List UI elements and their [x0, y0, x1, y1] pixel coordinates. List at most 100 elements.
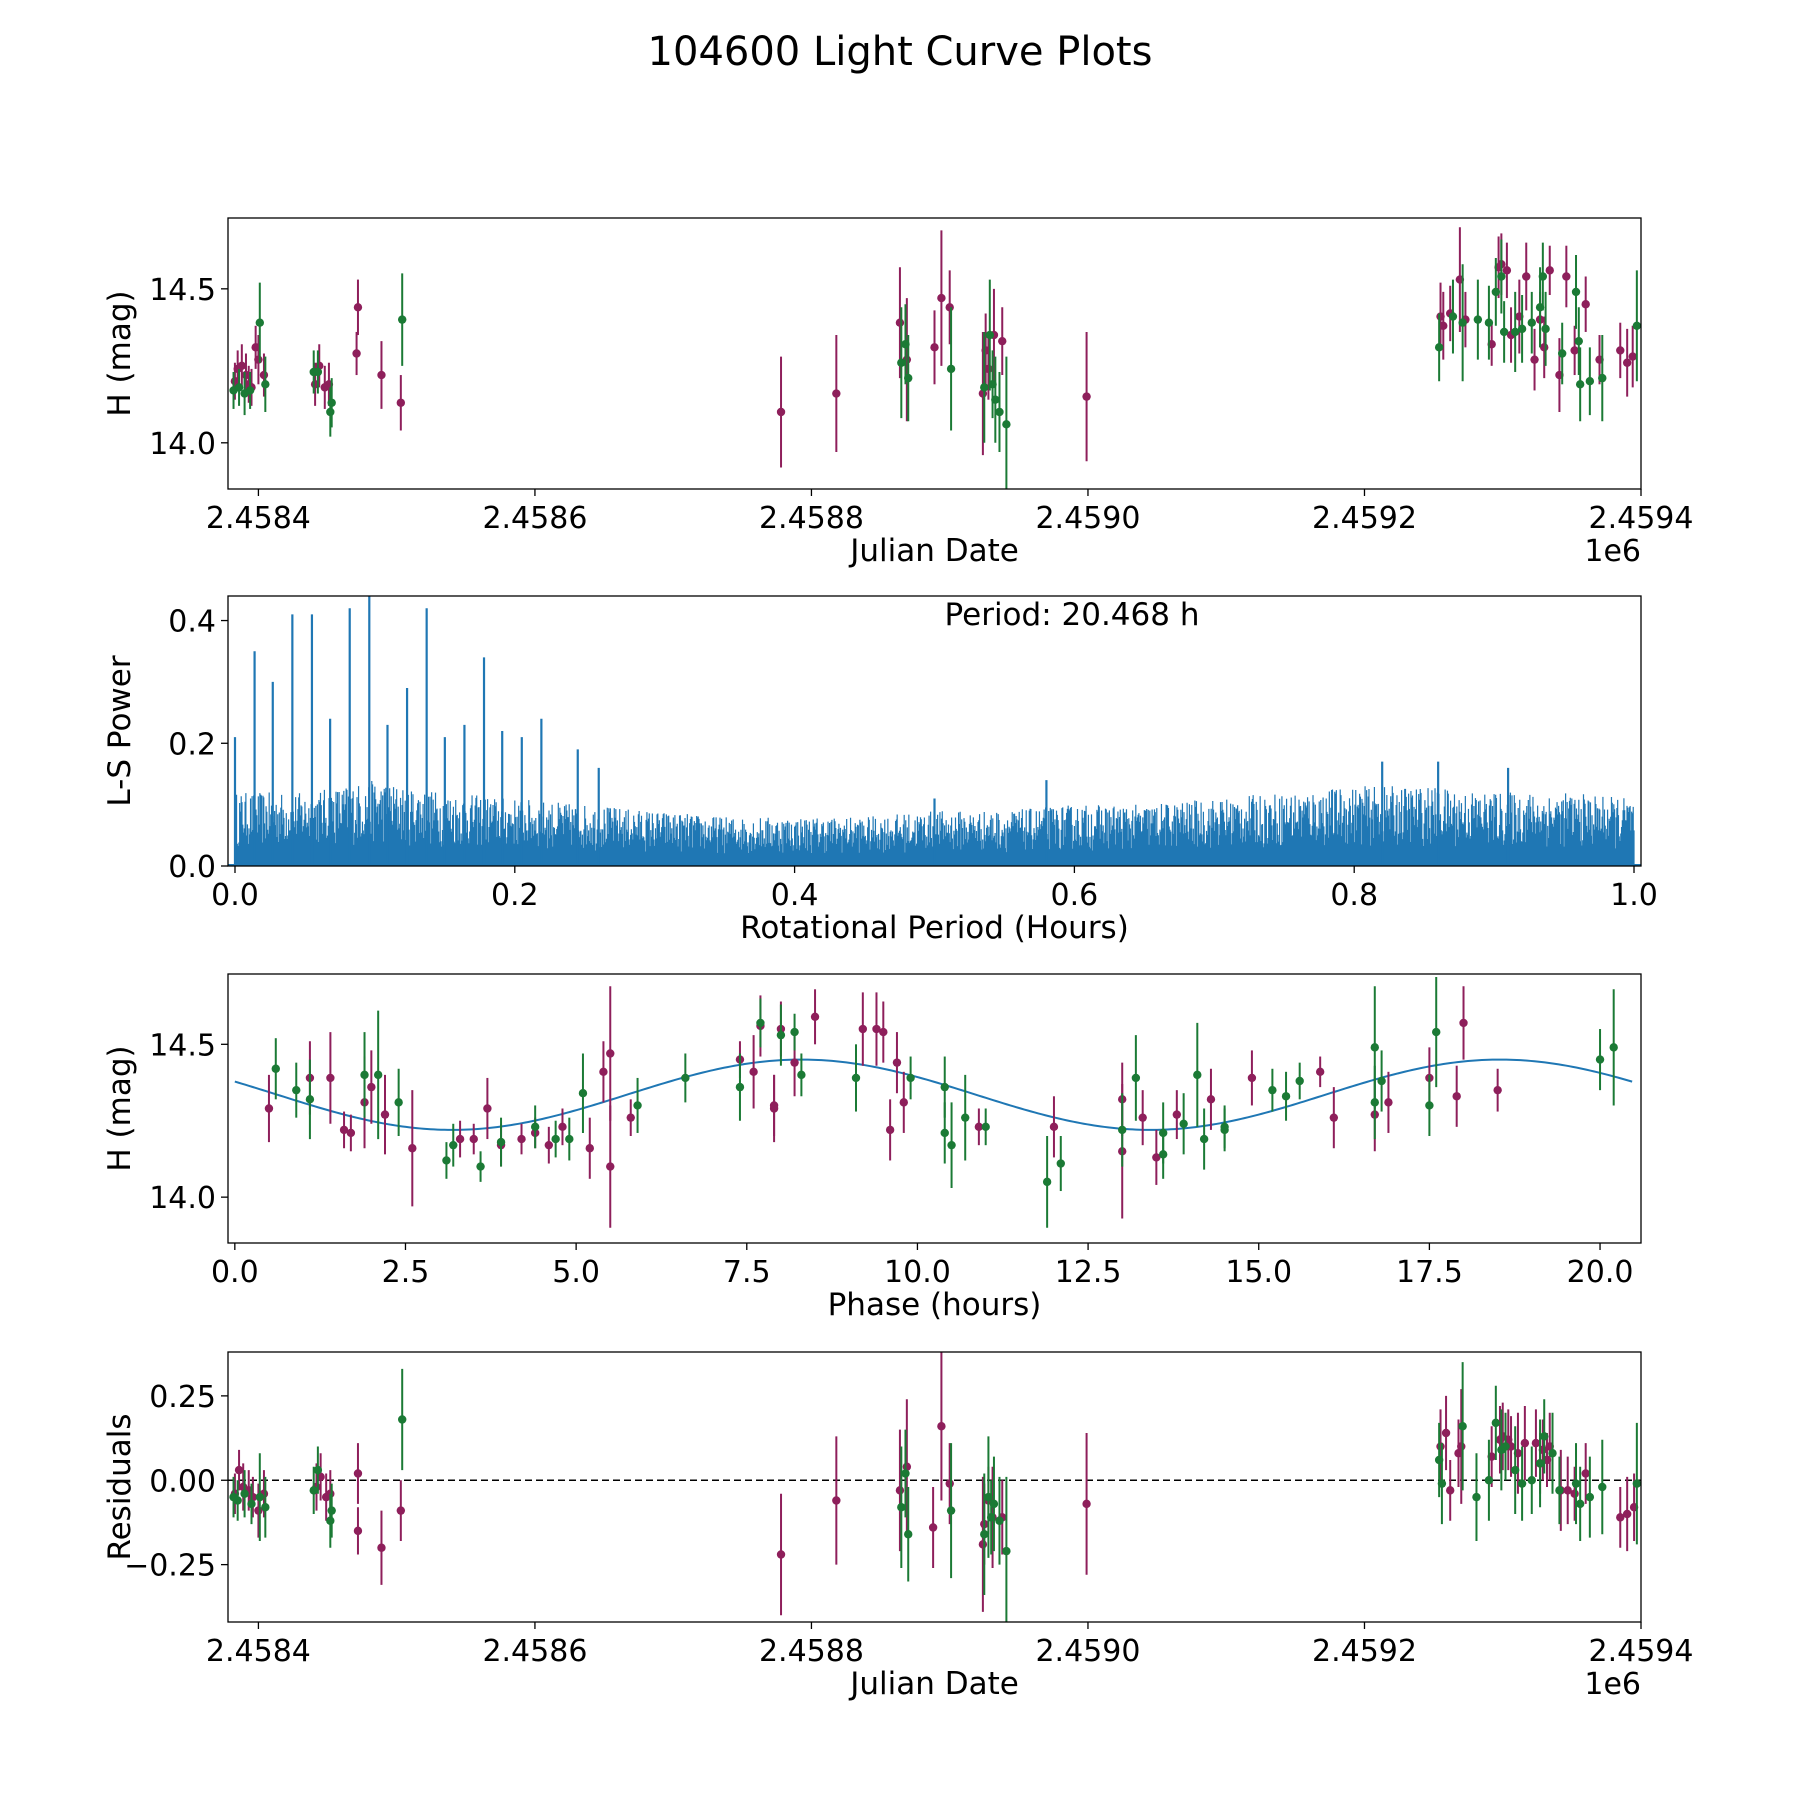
lightcurve-green-point-29	[1510, 327, 1520, 337]
periodogram-plot-area	[228, 596, 1641, 866]
phased-magenta-point-43	[1206, 1095, 1216, 1104]
lightcurve-green-point-36	[1571, 287, 1581, 297]
phased-magenta-point-35	[899, 1098, 908, 1107]
phased-green-point-42	[1370, 1043, 1379, 1052]
residuals-magenta-point-14	[396, 1506, 406, 1515]
lightcurve-x-offset-label: 1e6	[1584, 534, 1641, 569]
lightcurve-green-point-39	[1585, 377, 1595, 386]
residuals-ytick-label-0: 0.25	[149, 1380, 216, 1415]
phased-magenta-point-31	[872, 1024, 881, 1034]
phased-green-point-39	[1268, 1085, 1277, 1095]
lightcurve-magenta-point-19	[895, 318, 905, 327]
phased-xtick-label-1: 2.5	[382, 1255, 430, 1290]
residuals-green-point-8	[326, 1516, 335, 1525]
residuals-xtick-label-5: 2.4594	[1589, 1634, 1694, 1669]
residuals-xtick-label-1: 2.4586	[482, 1634, 587, 1669]
phased-green-point-11	[551, 1134, 560, 1144]
residuals-green-point-22	[1437, 1479, 1447, 1488]
phased-green-point-8	[476, 1162, 485, 1171]
residuals-green-point-40	[1632, 1479, 1641, 1488]
phased-green-point-44	[1377, 1076, 1386, 1086]
phased-magenta-point-33	[885, 1125, 895, 1135]
phased-magenta-point-28	[790, 1058, 799, 1067]
lightcurve-green-point-4	[255, 318, 264, 327]
phased-magenta-point-11	[483, 1104, 492, 1113]
lightcurve-xtick-label-5: 2.4594	[1589, 501, 1694, 536]
phased-green-point-22	[906, 1073, 915, 1083]
residuals-subplot: 2.4584 2.4586 2.4588 2.4590 2.4592 2.4594 0.25…	[102, 1351, 1694, 1702]
phased-xtick-label-6: 15.0	[1225, 1255, 1292, 1290]
phased-magenta-point-46	[1329, 1113, 1339, 1122]
phased-green-point-12	[565, 1134, 574, 1144]
phased-magenta-point-51	[1459, 1018, 1468, 1028]
residuals-green-point-3	[247, 1499, 256, 1509]
phased-magenta-point-29	[810, 1012, 820, 1021]
periodogram-ytick-label-0: 0.0	[168, 850, 216, 885]
phased-green-point-40	[1281, 1092, 1291, 1101]
lightcurve-green-point-8	[326, 407, 335, 417]
residuals-green-point-19	[995, 1516, 1004, 1525]
residuals-green-point-36	[1571, 1479, 1581, 1488]
residuals-plot-area	[228, 1352, 1641, 1622]
lightcurve-magenta-point-7	[254, 355, 263, 364]
phased-magenta-point-19	[606, 1049, 615, 1058]
lightcurve-magenta-point-22	[937, 293, 946, 303]
lightcurve-ylabel: H (mag)	[102, 290, 138, 416]
phased-green-point-28	[1042, 1177, 1052, 1187]
phased-magenta-point-17	[585, 1144, 594, 1153]
phased-series-green	[271, 977, 1618, 1228]
residuals-magenta-point-11	[353, 1469, 363, 1478]
phased-magenta-point-20	[606, 1162, 615, 1171]
lightcurve-magenta-point-42	[1530, 355, 1539, 364]
residuals-green-point-23	[1458, 1422, 1467, 1431]
lightcurve-xtick-label-2: 2.4588	[759, 501, 864, 536]
phased-magenta-point-3	[339, 1125, 349, 1135]
phased-magenta-point-8	[408, 1144, 417, 1153]
residuals-green-point-20	[1002, 1546, 1011, 1556]
residuals-magenta-point-12	[353, 1526, 363, 1536]
lightcurve-magenta-point-28	[998, 336, 1007, 346]
lightcurve-green-point-1	[234, 383, 244, 392]
residuals-magenta-point-48	[1581, 1469, 1590, 1478]
residuals-xtick-label-0: 2.4584	[206, 1634, 311, 1669]
lightcurve-green-point-21	[1434, 343, 1444, 352]
lightcurve-magenta-point-31	[1439, 321, 1448, 330]
lightcurve-ytick-label-1: 14.5	[149, 273, 216, 308]
lightcurve-xtick-label-1: 2.4586	[482, 501, 587, 536]
residuals-green-point-2	[240, 1489, 249, 1498]
residuals-magenta-point-17	[895, 1486, 905, 1495]
residuals-magenta-point-39	[1520, 1438, 1530, 1448]
phased-green-point-29	[1056, 1159, 1065, 1168]
residuals-green-point-24	[1472, 1492, 1481, 1502]
phased-green-point-15	[681, 1073, 690, 1083]
lightcurve-green-point-25	[1484, 318, 1494, 327]
residuals-green-point-28	[1501, 1442, 1510, 1451]
phased-green-point-18	[776, 1030, 786, 1040]
lightcurve-green-point-35	[1557, 349, 1567, 358]
lightcurve-magenta-point-53	[1628, 352, 1637, 361]
phased-green-point-3	[360, 1070, 369, 1080]
phased-green-point-10	[530, 1122, 540, 1132]
residuals-green-point-29	[1510, 1465, 1520, 1475]
lightcurve-magenta-point-47	[1562, 272, 1571, 281]
periodogram-period-annotation: Period: 20.468 h	[945, 597, 1200, 633]
phased-magenta-point-6	[367, 1082, 376, 1092]
lightcurve-green-point-31	[1527, 318, 1536, 327]
residuals-green-point-34	[1548, 1449, 1557, 1458]
residuals-green-point-32	[1535, 1459, 1545, 1468]
phased-magenta-point-34	[892, 1058, 902, 1067]
phased-green-point-33	[1158, 1150, 1168, 1159]
phased-magenta-point-40	[1138, 1113, 1147, 1122]
phased-green-point-35	[1193, 1070, 1202, 1080]
phased-xtick-label-7: 17.5	[1396, 1255, 1463, 1290]
periodogram-xtick-label-5: 1.0	[1610, 878, 1658, 913]
phased-xtick-label-4: 10.0	[884, 1255, 951, 1290]
residuals-green-point-11	[897, 1503, 906, 1512]
figure-title: 104600 Light Curve Plots	[648, 29, 1153, 75]
residuals-magenta-point-49	[1616, 1513, 1625, 1522]
phased-green-point-23	[940, 1082, 949, 1092]
phased-subplot: 0.0 2.5 5.0 7.5 10.0 12.5 15.0 17.5 20.0 14.0 14.5…	[102, 973, 1642, 1323]
lightcurve-green-point-23	[1458, 318, 1467, 327]
lightcurve-green-point-10	[398, 315, 407, 324]
